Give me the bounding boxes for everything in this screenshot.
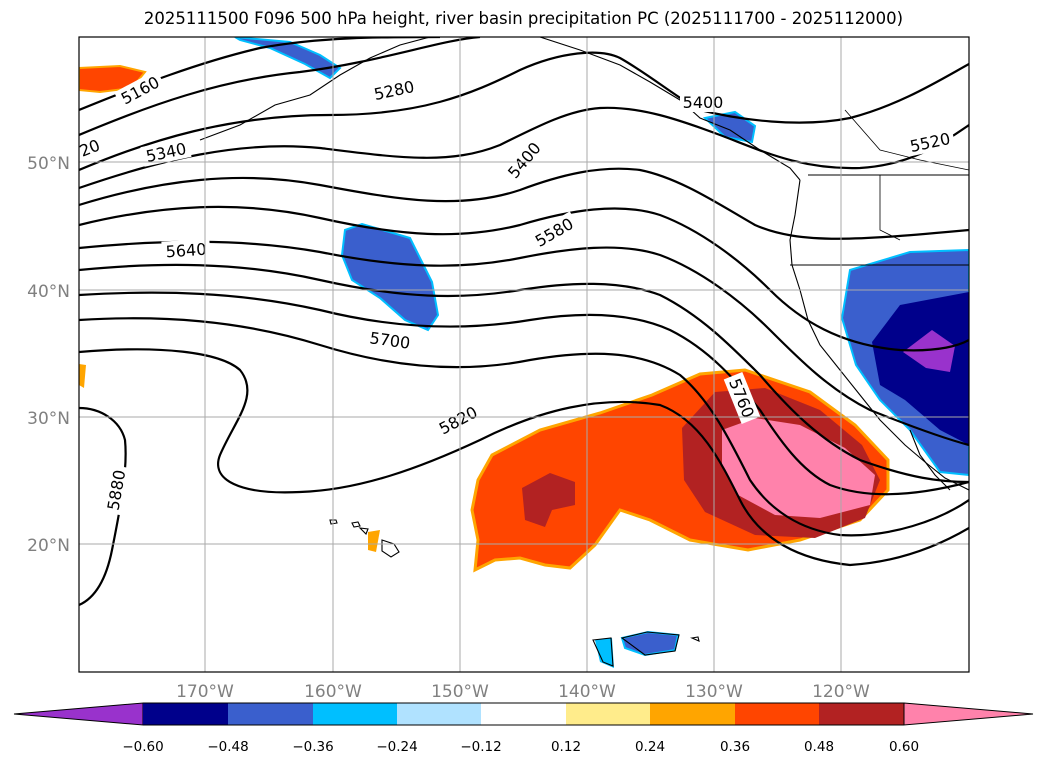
lon-labels: 170°W 160°W 150°W 140°W 130°W 120°W [176, 682, 870, 702]
colorbar-tick-label: −0.36 [292, 739, 333, 755]
colorbar-ticks: −0.60 −0.48 −0.36 −0.24 −0.12 0.12 0.24 … [122, 739, 919, 755]
lat-label-30n: 30°N [27, 409, 70, 429]
lat-label-50n: 50°N [27, 154, 70, 174]
map-gridlines [79, 37, 969, 672]
lon-label-150w: 150°W [431, 682, 489, 702]
colorbar-tick-label: −0.60 [122, 739, 163, 755]
lat-label-20n: 20°N [27, 536, 70, 556]
map-frame [78, 36, 970, 673]
colorbar-extend-high [903, 702, 1034, 726]
contour-label-5400-north: 5400 [683, 93, 724, 112]
colorbar-segment [650, 703, 735, 725]
colorbar-segment [481, 703, 566, 725]
colorbar-tick-label: −0.24 [376, 739, 417, 755]
colorbar-segment [819, 703, 904, 725]
lon-label-120w: 120°W [812, 682, 870, 702]
colorbar-tick-label: 0.12 [551, 739, 581, 755]
contour-label-edge: 20 [77, 136, 103, 161]
colorbar-tick-label: −0.12 [460, 739, 501, 755]
colorbar-tick-label: 0.48 [804, 739, 834, 755]
colorbar-tick-label: 0.36 [720, 739, 750, 755]
lon-label-130w: 130°W [685, 682, 743, 702]
lon-label-170w: 170°W [176, 682, 234, 702]
colorbar-extend-low [13, 702, 144, 726]
lat-labels: 50°N 40°N 30°N 20°N [27, 154, 70, 556]
map-title: 2025111500 F096 500 hPa height, river ba… [143, 9, 904, 28]
colorbar-tick-label: 0.60 [889, 739, 919, 755]
colorbar-segment [313, 703, 397, 725]
colorbar-segment [228, 703, 313, 725]
colorbar-segment [566, 703, 650, 725]
lat-label-40n: 40°N [27, 282, 70, 302]
map-plot-area [79, 37, 969, 672]
colorbar-segment [143, 703, 228, 725]
lon-label-160w: 160°W [304, 682, 362, 702]
colorbar-tick-label: −0.48 [207, 739, 248, 755]
lon-label-140w: 140°W [558, 682, 616, 702]
colorbar-segment [735, 703, 819, 725]
colorbar-segment [397, 703, 481, 725]
colorbar-tick-label: 0.24 [635, 739, 665, 755]
contour-label-5640: 5640 [165, 240, 207, 262]
colorbar: −0.60 −0.48 −0.36 −0.24 −0.12 0.12 0.24 … [13, 702, 1034, 755]
